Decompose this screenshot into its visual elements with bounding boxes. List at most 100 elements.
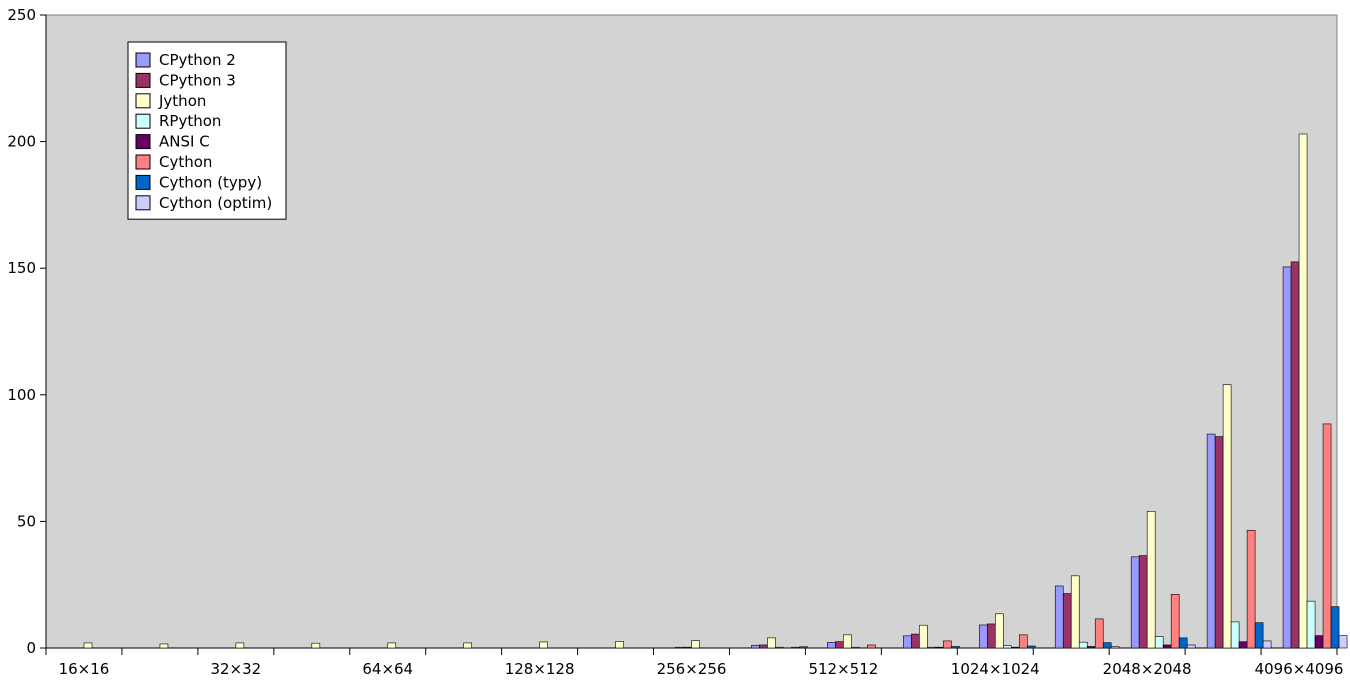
bar-cython-15 [1246, 529, 1256, 649]
y-tick-label: 0 [26, 639, 36, 657]
bar-cpython-2-14 [1130, 556, 1140, 649]
bar-jython-6 [539, 641, 548, 649]
bar-rpython-12 [1002, 645, 1012, 649]
bar-jython-15 [1222, 384, 1232, 649]
y-axis: 0 50 100 150 200 250 [7, 6, 47, 657]
x-tick-label: 16×16 [59, 660, 110, 678]
bar-jython-10 [843, 634, 852, 649]
bars [83, 133, 1348, 649]
bar-jython-13 [1070, 575, 1080, 649]
legend-swatch [135, 72, 151, 88]
y-tick-label: 250 [7, 6, 36, 24]
bar-jython-1 [159, 643, 169, 649]
bar-cython-optim-16 [1338, 635, 1348, 649]
bar-cython-12 [1018, 634, 1028, 649]
bar-rpython-9 [775, 646, 784, 649]
x-tick-label: 256×256 [657, 660, 727, 678]
bar-cython-typy-9 [799, 646, 808, 649]
bar-ansi-c-15 [1238, 641, 1248, 649]
bar-ansi-c-16 [1314, 635, 1324, 649]
bar-cpython-2-13 [1054, 585, 1064, 649]
bar-cpython-2-8 [675, 646, 684, 649]
bar-jython-3 [311, 642, 321, 649]
bar-cpython-2-10 [827, 642, 836, 649]
bar-cython-optim-15 [1262, 640, 1272, 649]
bar-cpython-3-10 [835, 641, 844, 649]
legend-label: RPython [159, 112, 221, 130]
bar-cython-typy-16 [1330, 606, 1340, 649]
bar-rpython-15 [1230, 621, 1240, 649]
bar-cpython-3-8 [683, 646, 692, 649]
bar-cpython-2-11 [903, 635, 912, 649]
legend-label: Cython [159, 153, 212, 171]
bar-cpython-3-14 [1138, 555, 1148, 649]
x-tick-label: 32×32 [210, 660, 261, 678]
legend-box [127, 41, 287, 220]
bar-ansi-c-14 [1162, 644, 1172, 649]
bar-cpython-3-13 [1062, 593, 1072, 649]
bar-cython-typy-14 [1178, 637, 1188, 649]
bar-jython-2 [235, 642, 245, 649]
bar-cython-13 [1094, 618, 1104, 649]
x-tick-label: 512×512 [808, 660, 878, 678]
x-axis: 16×16 32×32 64×64 128×128 256×256 512×512 1024… [45, 647, 1344, 678]
y-tick-label: 150 [7, 259, 36, 277]
legend-label: ANSI C [159, 133, 210, 151]
bar-cpython-3-9 [759, 644, 768, 649]
legend-swatch [135, 52, 151, 68]
bar-jython-0 [83, 642, 93, 649]
legend-swatch [135, 93, 151, 109]
bar-cython-typy-15 [1254, 622, 1264, 649]
bar-jython-7 [615, 641, 624, 649]
bar-cpython-3-15 [1214, 436, 1224, 649]
bar-jython-11 [919, 624, 928, 649]
legend-swatch [135, 154, 151, 170]
legend-label: Cython (optim) [159, 194, 272, 212]
bar-jython-16 [1298, 133, 1308, 649]
bar-jython-8 [691, 640, 700, 649]
bar-cython-10 [867, 644, 876, 649]
bar-cpython-3-16 [1290, 261, 1300, 649]
x-tick-label: 2048×2048 [1103, 660, 1192, 678]
bar-rpython-14 [1154, 636, 1164, 649]
bar-ansi-c-11 [935, 646, 944, 649]
x-tick-label: 1024×1024 [951, 660, 1040, 678]
legend-label: Jython [158, 92, 206, 110]
bar-jython-4 [387, 642, 397, 649]
bar-cpython-2-9 [751, 644, 760, 649]
legend-swatch [135, 134, 151, 150]
bar-cython-16 [1322, 423, 1332, 649]
bar-jython-14 [1146, 510, 1156, 649]
bar-cpython-3-11 [911, 633, 920, 649]
bar-cython-optim-13 [1110, 646, 1120, 649]
x-tick-label: 64×64 [362, 660, 413, 678]
bar-jython-9 [767, 637, 776, 649]
bar-cpython-3-12 [986, 623, 996, 649]
bar-cpython-2-16 [1282, 266, 1292, 649]
bar-rpython-10 [851, 646, 860, 649]
bar-cython-typy-13 [1102, 642, 1112, 649]
x-tick-label: 4096×4096 [1255, 660, 1344, 678]
bar-jython-5 [463, 642, 473, 649]
y-tick-label: 200 [7, 133, 36, 151]
bar-jython-12 [994, 613, 1004, 649]
y-tick-label: 50 [17, 512, 36, 530]
legend-label: Cython (typy) [159, 173, 262, 191]
bar-cython-typy-11 [951, 646, 960, 649]
bar-cython-11 [943, 640, 952, 649]
x-tick-label: 128×128 [505, 660, 575, 678]
bar-cpython-2-15 [1206, 433, 1216, 649]
legend-swatch [135, 174, 151, 190]
bar-ansi-c-13 [1086, 646, 1096, 649]
bar-cython-typy-12 [1026, 645, 1036, 649]
y-tick-label: 100 [7, 386, 36, 404]
legend-label: CPython 2 [159, 51, 236, 69]
bar-cython-optim-14 [1186, 644, 1196, 649]
bar-ansi-c-12 [1010, 646, 1020, 649]
legend-swatch [135, 113, 151, 129]
bar-cython-14 [1170, 594, 1180, 649]
bar-rpython-16 [1306, 600, 1316, 649]
legend-swatch [135, 195, 151, 211]
bar-cython-9 [791, 646, 800, 649]
